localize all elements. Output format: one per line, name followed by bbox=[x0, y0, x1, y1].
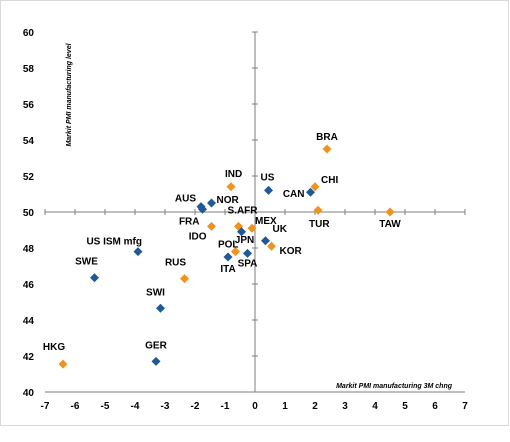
point-label-ind: IND bbox=[225, 169, 242, 180]
x-tick-label: -3 bbox=[161, 401, 170, 412]
point-label-swe: SWE bbox=[75, 257, 98, 268]
y-tick-label: 50 bbox=[23, 208, 35, 219]
y-tick-label: 46 bbox=[23, 280, 35, 291]
point-label-can: CAN bbox=[283, 189, 305, 200]
data-point-can bbox=[306, 187, 315, 197]
data-point-chi bbox=[310, 182, 320, 192]
data-point-ger bbox=[151, 356, 161, 366]
x-axis-label: Markit PMI manufacturing 3M chng bbox=[336, 383, 453, 390]
data-point-fra bbox=[198, 204, 207, 214]
y-tick-label: 40 bbox=[23, 388, 35, 399]
data-point-us-ism-mfg bbox=[133, 247, 143, 257]
data-point-swe bbox=[90, 273, 99, 283]
y-tick-label: 48 bbox=[23, 244, 35, 255]
data-point-hkg bbox=[58, 359, 68, 369]
y-tick-label: 58 bbox=[23, 64, 35, 75]
x-tick-label: 1 bbox=[282, 401, 288, 412]
point-label-s-afr: S.AFR bbox=[228, 205, 259, 216]
data-point-ido bbox=[207, 221, 216, 231]
tick-labels: -7 -6 -5 -4 -3 -2 -1 0 1 2 3 4 5 6 7404244464850525456… bbox=[23, 28, 468, 412]
point-label-tur: TUR bbox=[309, 219, 330, 230]
data-point-ind bbox=[226, 182, 236, 192]
x-tick-label: 6 bbox=[432, 401, 438, 412]
y-tick-label: 52 bbox=[23, 172, 35, 183]
point-label-rus: RUS bbox=[165, 258, 186, 269]
point-label-uk: UK bbox=[273, 224, 288, 235]
data-point-us bbox=[264, 185, 273, 195]
x-tick-label: 0 bbox=[252, 401, 258, 412]
point-label-us-ism-mfg: US ISM mfg bbox=[86, 237, 142, 248]
y-tick-label: 56 bbox=[23, 100, 35, 111]
x-tick-label: -4 bbox=[131, 401, 140, 412]
x-tick-label: 4 bbox=[372, 401, 378, 412]
data-point-taw bbox=[385, 207, 395, 217]
x-tick-label: 7 bbox=[462, 401, 468, 412]
data-point-bra bbox=[322, 144, 332, 154]
y-tick-label: 44 bbox=[23, 316, 35, 327]
point-label-pol: POL bbox=[218, 240, 239, 251]
data-point-mex bbox=[247, 223, 257, 233]
axes bbox=[44, 31, 466, 393]
y-tick-label: 42 bbox=[23, 352, 35, 363]
point-label-ger: GER bbox=[145, 340, 167, 351]
point-label-chi: CHI bbox=[321, 175, 338, 186]
y-axis-label: Markit PMI manufacturing level bbox=[66, 42, 73, 146]
data-point-nor bbox=[207, 198, 216, 208]
data-point-tur bbox=[313, 205, 323, 215]
x-tick-label: -6 bbox=[71, 401, 80, 412]
y-tick-label: 54 bbox=[23, 136, 35, 147]
x-tick-label: 5 bbox=[402, 401, 408, 412]
point-label-ido: IDO bbox=[189, 231, 207, 242]
x-tick-label: 2 bbox=[312, 401, 318, 412]
data-point-swi bbox=[156, 303, 165, 313]
x-tick-label: -5 bbox=[101, 401, 110, 412]
point-label-taw: TAW bbox=[379, 219, 401, 230]
y-tick-label: 60 bbox=[23, 28, 35, 39]
point-label-mex: MEX bbox=[255, 216, 277, 227]
data-point-kor bbox=[267, 241, 276, 251]
point-label-bra: BRA bbox=[316, 132, 338, 143]
point-label-aus: AUS bbox=[175, 194, 196, 205]
x-tick-label: 3 bbox=[342, 401, 348, 412]
point-label-us: US bbox=[261, 172, 275, 183]
x-tick-label: -2 bbox=[191, 401, 200, 412]
data-point-uk bbox=[261, 236, 270, 246]
data-point-spa bbox=[243, 248, 252, 258]
point-label-swi: SWI bbox=[146, 287, 165, 298]
x-tick-label: -1 bbox=[221, 401, 230, 412]
point-label-fra: FRA bbox=[179, 216, 200, 227]
x-tick-label: -7 bbox=[41, 401, 50, 412]
point-label-jpn: JPN bbox=[235, 235, 254, 246]
point-label-kor: KOR bbox=[280, 246, 303, 257]
data-point-ita bbox=[223, 252, 233, 262]
point-label-spa: SPA bbox=[238, 258, 258, 269]
data-point-pol bbox=[231, 247, 240, 257]
point-label-hkg: HKG bbox=[43, 342, 65, 353]
data-point-rus bbox=[180, 274, 189, 284]
point-label-nor: NOR bbox=[217, 195, 240, 206]
data-points bbox=[58, 144, 395, 369]
data-point-jpn bbox=[237, 227, 246, 237]
point-label-ita: ITA bbox=[220, 264, 235, 275]
